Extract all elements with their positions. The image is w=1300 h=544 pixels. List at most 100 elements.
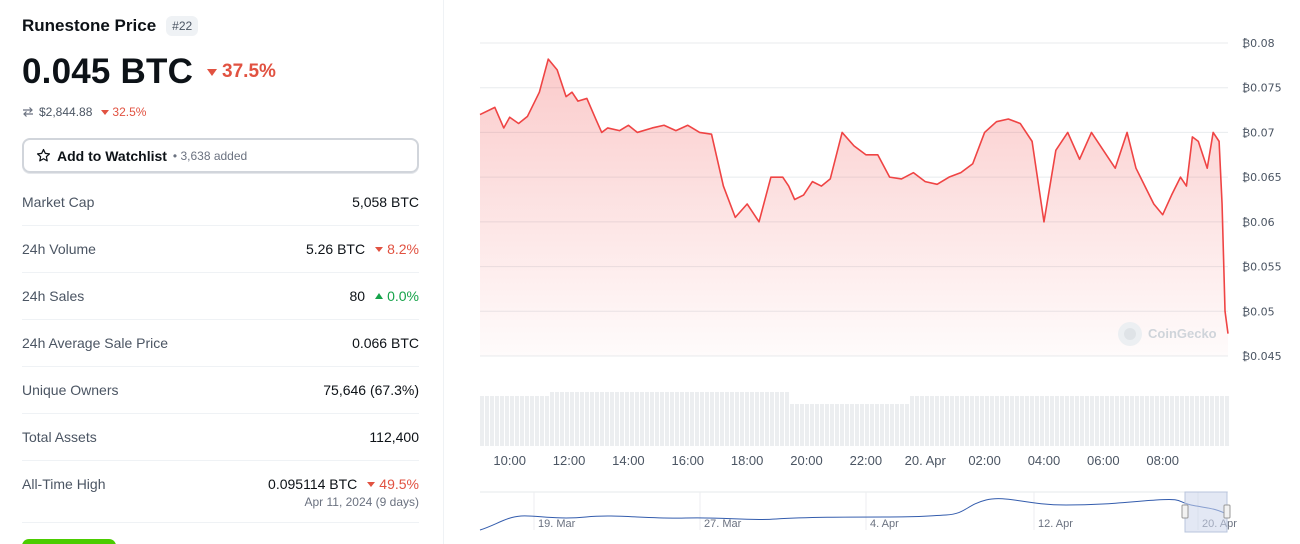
volume-bar: [655, 392, 659, 446]
volume-bar: [795, 404, 799, 446]
volume-bar: [800, 404, 804, 446]
convert-arrows-icon[interactable]: [22, 106, 34, 118]
x-tick-label: 02:00: [968, 453, 1001, 468]
volume-bar: [895, 404, 899, 446]
volume-bar: [615, 392, 619, 446]
volume-bar: [840, 404, 844, 446]
volume-bar: [1175, 396, 1179, 446]
y-tick-label: ₿0.05: [1242, 305, 1275, 318]
volume-bar: [695, 392, 699, 446]
price-line: [479, 58, 1229, 334]
volume-bar: [595, 392, 599, 446]
volume-bar: [480, 396, 484, 446]
volume-bar: [580, 392, 584, 446]
volume-bar: [750, 392, 754, 446]
navigator-tick-label: 27. Mar: [704, 518, 742, 530]
usd-price-row: $2,844.88 32.5%: [22, 105, 146, 119]
stat-change: 8.2%: [375, 241, 419, 257]
stat-value: 0.066 BTC: [352, 335, 419, 351]
stat-unique-owners: Unique Owners 75,646 (67.3%): [22, 367, 419, 414]
volume-bar: [570, 392, 574, 446]
navigator-right-handle[interactable]: [1223, 504, 1231, 519]
price-chart-svg[interactable]: CoinGecko ₿0.08 ₿0.075 ₿0.07 ₿0.065 ₿0.06 ₿0.…: [446, 0, 1300, 544]
volume-bar: [765, 392, 769, 446]
navigator-tick-label: 12. Apr: [1038, 518, 1073, 530]
add-to-watchlist-button[interactable]: Add to Watchlist • 3,638 added: [22, 138, 419, 173]
volume-bar: [1050, 396, 1054, 446]
navigator-selection[interactable]: [1184, 491, 1228, 533]
volume-bar: [730, 392, 734, 446]
x-tick-label: 22:00: [850, 453, 883, 468]
volume-bar: [485, 396, 489, 446]
volume-bar: [1085, 396, 1089, 446]
volume-bar: [805, 404, 809, 446]
volume-bar: [1205, 396, 1209, 446]
volume-bar: [720, 392, 724, 446]
volume-bar: [960, 396, 964, 446]
volume-bar: [1090, 396, 1094, 446]
volume-bar: [970, 396, 974, 446]
volume-bar: [1155, 396, 1159, 446]
stat-change-value: 49.5%: [379, 476, 419, 492]
volume-bar: [1210, 396, 1214, 446]
price-row: 0.045 BTC 37.5%: [22, 52, 276, 92]
volume-bar: [1025, 396, 1029, 446]
volume-bar: [945, 396, 949, 446]
navigator-left-handle[interactable]: [1181, 504, 1189, 519]
volume-bar: [525, 396, 529, 446]
stat-change-value: 0.0%: [387, 288, 419, 304]
volume-bar: [910, 396, 914, 446]
volume-bar: [680, 392, 684, 446]
volume-bar: [1185, 396, 1189, 446]
caret-down-icon: [367, 481, 376, 487]
y-tick-label: ₿0.08: [1242, 37, 1275, 50]
volume-bar: [1055, 396, 1059, 446]
volume-bar: [630, 392, 634, 446]
x-tick-label: 18:00: [731, 453, 764, 468]
buy-button[interactable]: [22, 539, 116, 544]
volume-bar: [700, 392, 704, 446]
volume-bar: [870, 404, 874, 446]
volume-bar: [715, 392, 719, 446]
volume-bar: [530, 396, 534, 446]
volume-bar: [555, 392, 559, 446]
stat-value: 80: [349, 288, 366, 304]
volume-bar: [1010, 396, 1014, 446]
caret-down-icon: [207, 68, 218, 76]
volume-bar: [1195, 396, 1199, 446]
volume-bar: [755, 392, 759, 446]
volume-bar: [1020, 396, 1024, 446]
volume-bar: [885, 404, 889, 446]
stat-label: 24h Volume: [22, 241, 96, 257]
volume-bar: [565, 392, 569, 446]
watermark-text: CoinGecko: [1148, 326, 1217, 341]
navigator-tick-label: 19. Mar: [538, 518, 576, 530]
y-tick-label: ₿0.055: [1242, 261, 1282, 274]
coin-name: Runestone Price: [22, 16, 157, 35]
stat-24h-sales: 24h Sales 80 0.0%: [22, 273, 419, 320]
x-tick-label: 08:00: [1146, 453, 1179, 468]
volume-bar: [675, 392, 679, 446]
volume-bar: [1190, 396, 1194, 446]
volume-bar: [1160, 396, 1164, 446]
y-tick-label: ₿0.065: [1242, 171, 1282, 184]
volume-bar: [520, 396, 524, 446]
price-change: 37.5%: [207, 61, 276, 83]
x-tick-label: 12:00: [553, 453, 586, 468]
stat-value: 5,058 BTC: [352, 194, 419, 210]
volume-bar: [810, 404, 814, 446]
volume-bar: [600, 392, 604, 446]
coin-info-panel: Runestone Price #22 0.045 BTC 37.5% $2,8…: [0, 0, 444, 544]
x-tick-label: 20. Apr: [905, 453, 947, 468]
stat-change-value: 8.2%: [387, 241, 419, 257]
price-chart[interactable]: CoinGecko ₿0.08 ₿0.075 ₿0.07 ₿0.065 ₿0.06 ₿0.…: [446, 0, 1300, 544]
volume-bar: [620, 392, 624, 446]
volume-bar: [925, 396, 929, 446]
volume-bar: [500, 396, 504, 446]
volume-bar: [1220, 396, 1224, 446]
volume-bar: [710, 392, 714, 446]
volume-bar: [635, 392, 639, 446]
volume-bar: [850, 404, 854, 446]
volume-bar: [1130, 396, 1134, 446]
volume-bar: [1115, 396, 1119, 446]
